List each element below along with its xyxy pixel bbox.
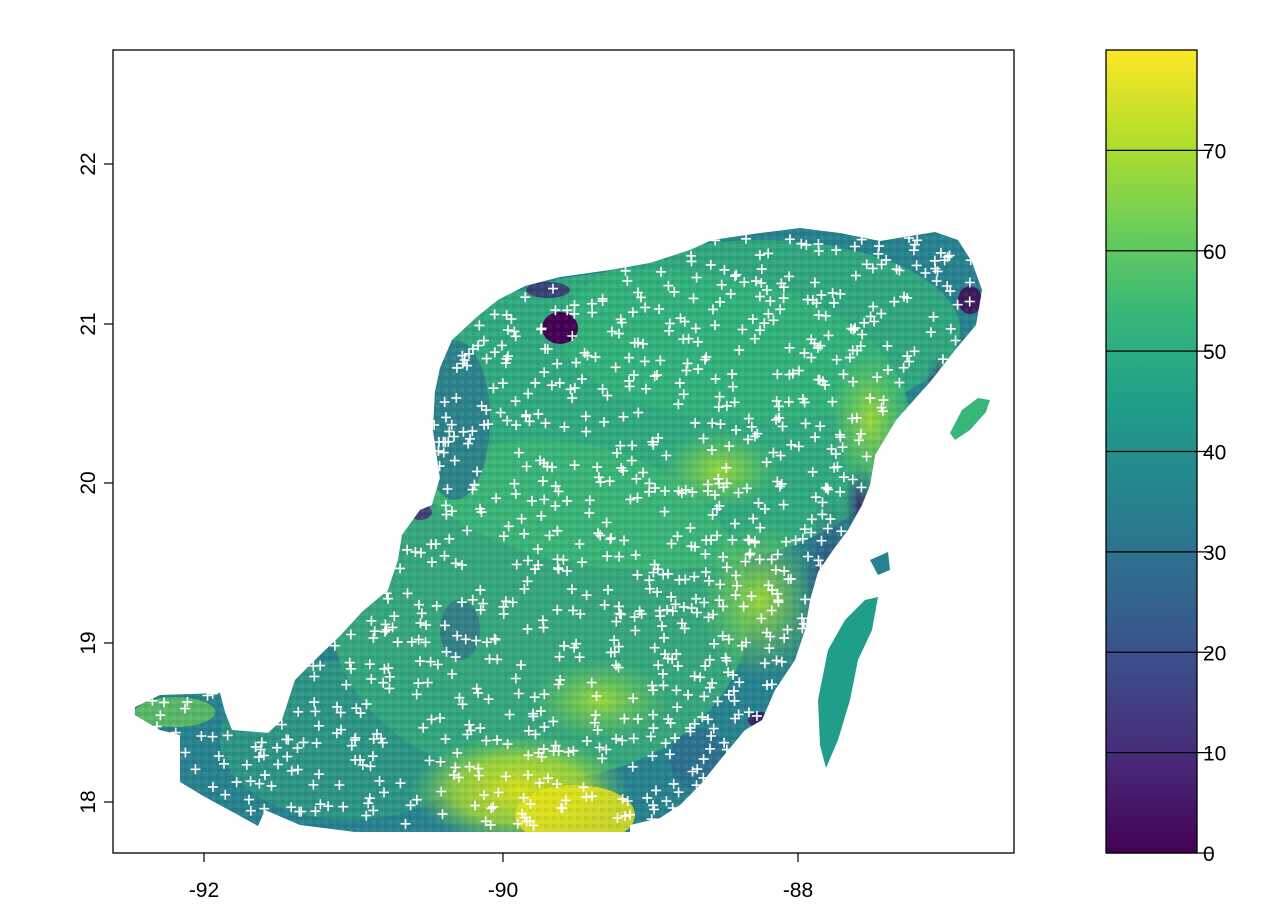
legend-tick-label: 10 (1203, 743, 1226, 766)
legend-tick-label: 30 (1203, 542, 1226, 565)
y-tick-label: 21 (77, 312, 100, 335)
x-tick-label: -88 (783, 879, 813, 902)
legend-tick-label: 40 (1203, 442, 1226, 465)
legend-tick-label: 50 (1203, 341, 1226, 364)
x-tick-label: -92 (189, 879, 219, 902)
y-axis: 22 21 20 19 18 (77, 152, 113, 814)
x-axis: -92 -90 -88 (189, 853, 813, 902)
legend-tick-label: 0 (1203, 843, 1215, 866)
island-cozumel (950, 398, 990, 440)
plus-marker (147, 233, 976, 831)
legend-tick-label: 60 (1203, 241, 1226, 264)
color-legend: 0 10 20 30 40 50 60 70 (1105, 49, 1226, 866)
x-tick-label: -90 (488, 879, 518, 902)
y-tick-label: 19 (77, 631, 100, 654)
legend-ticks: 0 10 20 30 40 50 60 70 (1106, 140, 1226, 866)
legend-tick-label: 20 (1203, 642, 1226, 665)
coastal-strip (818, 597, 878, 768)
y-tick-label: 20 (77, 471, 100, 494)
y-tick-label: 18 (77, 790, 100, 813)
y-tick-label: 22 (77, 152, 100, 175)
legend-tick-label: 70 (1203, 140, 1226, 163)
occurrence-points (147, 233, 976, 831)
